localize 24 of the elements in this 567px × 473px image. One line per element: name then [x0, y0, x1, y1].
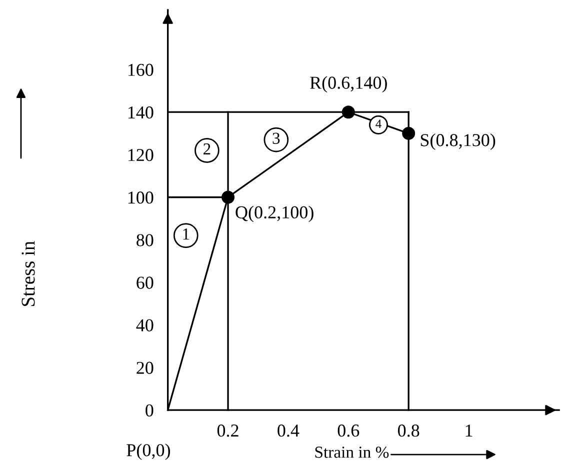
annotation: 3 — [272, 132, 280, 144]
x-axis-title: Strain in % — [315, 446, 389, 458]
y-tick-label: 120 — [128, 148, 154, 162]
x-tick-label: 0.6 — [338, 424, 360, 437]
x-tick-label: 0.2 — [217, 424, 238, 437]
y-tick-label: 20 — [136, 362, 154, 374]
annotation: P(0,0) — [126, 444, 170, 460]
y-tick-label: 40 — [136, 319, 154, 332]
y-tick-label: 60 — [136, 276, 154, 289]
y-tick-label: 100 — [128, 192, 154, 204]
y-tick-label: 160 — [128, 64, 154, 76]
annotation: R(0.6,140) — [310, 76, 387, 93]
annotation: Q(0.2,100) — [236, 206, 314, 222]
x-tick-label: 0.8 — [398, 424, 420, 437]
y-tick-label: 0 — [146, 404, 154, 417]
x-tick-label: 0.4 — [278, 424, 300, 437]
y-tick-label: 80 — [136, 234, 154, 246]
annotation: 1 — [183, 228, 190, 240]
y-axis-title: Stress in — [22, 241, 35, 306]
annotation: 4 — [376, 120, 382, 128]
x-tick-label: 1 — [466, 424, 472, 437]
y-tick-label: 140 — [128, 106, 154, 119]
annotation: S(0.8,130) — [420, 134, 496, 150]
annotation: 2 — [204, 143, 210, 154]
